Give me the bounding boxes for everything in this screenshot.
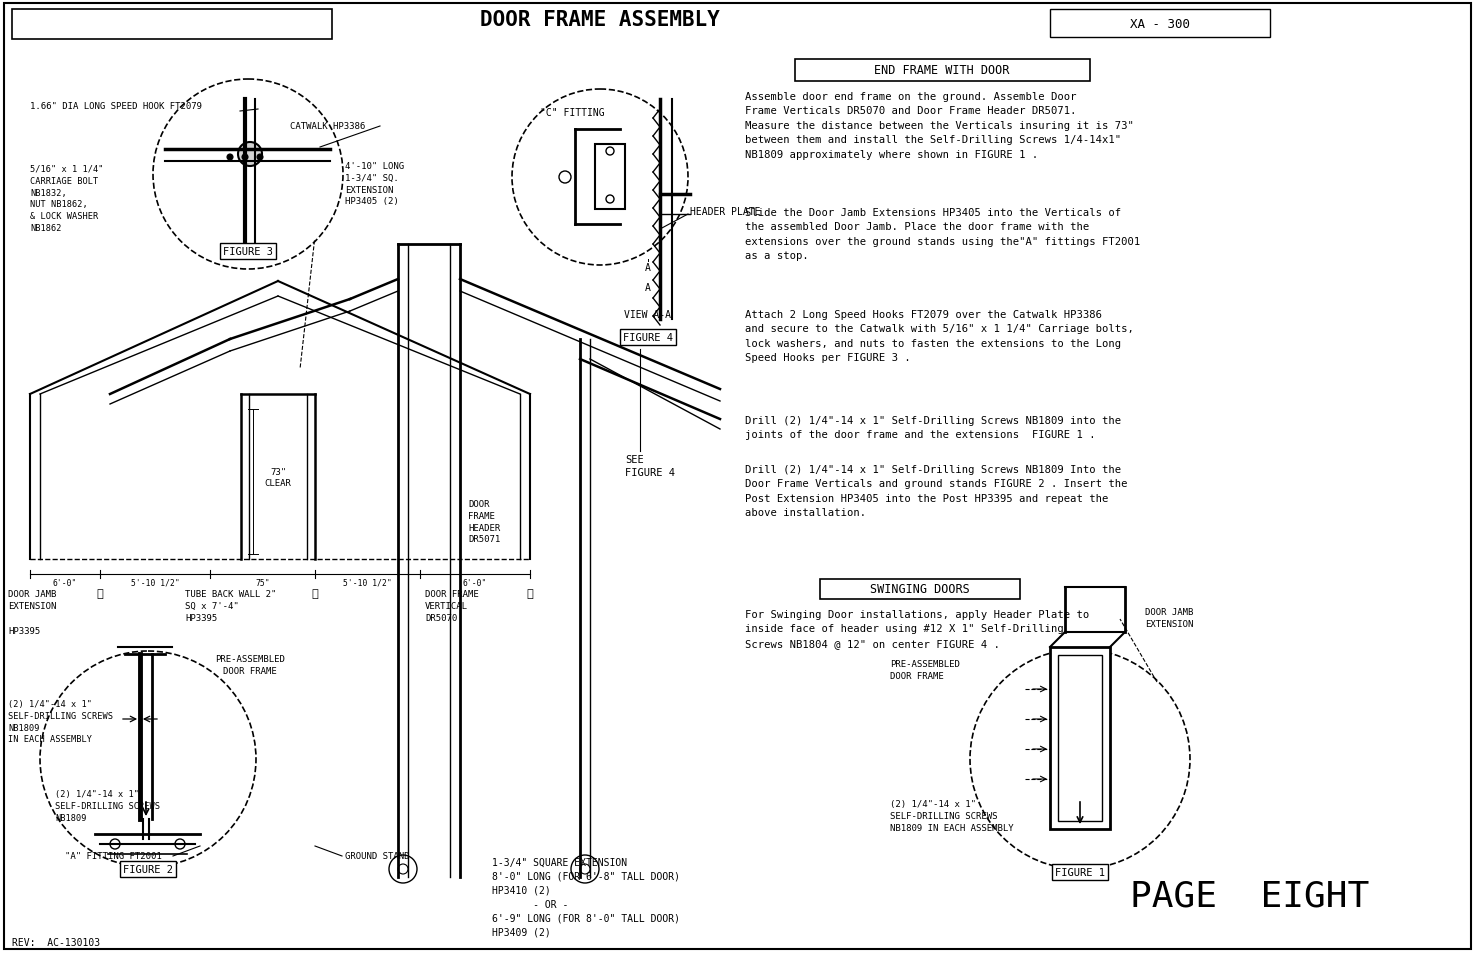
Text: "A" FITTING FT2001: "A" FITTING FT2001	[65, 851, 162, 861]
Text: (2) 1/4"-14 x 1"
SELF-DRILLING SCREWS
NB1809 IN EACH ASSEMBLY: (2) 1/4"-14 x 1" SELF-DRILLING SCREWS NB…	[889, 800, 1013, 832]
Text: Slide the Door Jamb Extensions HP3405 into the Verticals of
the assembled Door J: Slide the Door Jamb Extensions HP3405 in…	[745, 208, 1140, 261]
Text: Drill (2) 1/4"-14 x 1" Self-Drilling Screws NB1809 into the
joints of the door f: Drill (2) 1/4"-14 x 1" Self-Drilling Scr…	[745, 416, 1121, 440]
Text: ℄: ℄	[527, 588, 534, 598]
Text: VIEW A-A: VIEW A-A	[624, 310, 671, 319]
Text: ℄: ℄	[97, 588, 103, 598]
Text: 1-3/4" SQUARE EXTENSION
8'-0" LONG (FOR 6'-8" TALL DOOR)
HP3410 (2)
       - OR : 1-3/4" SQUARE EXTENSION 8'-0" LONG (FOR …	[493, 857, 680, 937]
Circle shape	[237, 143, 263, 167]
Text: XA - 300: XA - 300	[1130, 17, 1190, 30]
Text: Assemble door end frame on the ground. Assemble Door
Frame Verticals DR5070 and : Assemble door end frame on the ground. A…	[745, 91, 1134, 159]
Text: 6'-0": 6'-0"	[463, 578, 487, 587]
Text: FIGURE 3: FIGURE 3	[223, 247, 273, 256]
Text: GROUND STAND: GROUND STAND	[345, 851, 410, 861]
Text: DOOR
FRAME
HEADER
DR5071: DOOR FRAME HEADER DR5071	[468, 499, 500, 544]
Text: For Swinging Door installations, apply Header Plate to
inside face of header usi: For Swinging Door installations, apply H…	[745, 609, 1089, 648]
Bar	[1050, 647, 1111, 829]
Text: PRE-ASSEMBLED
DOOR FRAME: PRE-ASSEMBLED DOOR FRAME	[215, 655, 285, 675]
Circle shape	[571, 855, 599, 883]
Text: DOOR FRAME ASSEMBLY: DOOR FRAME ASSEMBLY	[479, 10, 720, 30]
Text: DOOR JAMB
EXTENSION: DOOR JAMB EXTENSION	[7, 589, 56, 610]
Text: END FRAME WITH DOOR: END FRAME WITH DOOR	[875, 65, 1010, 77]
Bar	[795, 60, 1090, 82]
Text: REV:  AC-130103: REV: AC-130103	[12, 937, 100, 947]
Bar	[1058, 656, 1102, 821]
Text: PAGE  EIGHT: PAGE EIGHT	[1130, 879, 1369, 913]
Text: CATWALK HP3386: CATWALK HP3386	[291, 122, 366, 131]
Circle shape	[257, 154, 263, 161]
Text: 75": 75"	[255, 578, 270, 587]
Text: SWINGING DOORS: SWINGING DOORS	[870, 583, 971, 596]
Circle shape	[398, 864, 409, 874]
Text: A: A	[645, 283, 650, 293]
Text: HEADER PLATE: HEADER PLATE	[690, 207, 761, 216]
Bar	[12, 10, 332, 40]
Circle shape	[242, 154, 248, 161]
Circle shape	[580, 864, 590, 874]
Text: 5/16" x 1 1/4"
CARRIAGE BOLT
NB1832,
NUT NB1862,
& LOCK WASHER
NB1862: 5/16" x 1 1/4" CARRIAGE BOLT NB1832, NUT…	[30, 165, 103, 233]
Bar	[594, 145, 625, 210]
Text: FIGURE 1: FIGURE 1	[1055, 867, 1105, 877]
Text: (2) 1/4"-14 x 1"
SELF-DRILLING SCREWS
NB1809
IN EACH ASSEMBLY: (2) 1/4"-14 x 1" SELF-DRILLING SCREWS NB…	[7, 700, 114, 743]
Text: 5'-10 1/2": 5'-10 1/2"	[344, 578, 392, 587]
Text: A: A	[645, 263, 650, 273]
Text: DOOR JAMB
EXTENSION: DOOR JAMB EXTENSION	[1145, 607, 1193, 628]
Bar	[820, 579, 1021, 599]
Text: HP3395: HP3395	[7, 626, 40, 636]
Bar	[1050, 10, 1270, 38]
Text: 6'-0": 6'-0"	[53, 578, 77, 587]
Text: 5'-10 1/2": 5'-10 1/2"	[131, 578, 180, 587]
Text: Drill (2) 1/4"-14 x 1" Self-Drilling Screws NB1809 Into the
Door Frame Verticals: Drill (2) 1/4"-14 x 1" Self-Drilling Scr…	[745, 464, 1127, 517]
Text: TUBE BACK WALL 2"
SQ x 7'-4"
HP3395: TUBE BACK WALL 2" SQ x 7'-4" HP3395	[184, 589, 276, 622]
Text: (2) 1/4"-14 x 1"
SELF-DRILLING SCREWS
NB1809: (2) 1/4"-14 x 1" SELF-DRILLING SCREWS NB…	[55, 789, 159, 821]
Text: 73"
CLEAR: 73" CLEAR	[264, 467, 292, 488]
Text: FIGURE 2: FIGURE 2	[122, 864, 173, 874]
Text: PRE-ASSEMBLED
DOOR FRAME: PRE-ASSEMBLED DOOR FRAME	[889, 659, 960, 680]
Text: SEE
FIGURE 4: SEE FIGURE 4	[625, 455, 676, 477]
Text: ℄: ℄	[311, 588, 319, 598]
Circle shape	[389, 855, 417, 883]
Text: 1.66" DIA LONG SPEED HOOK FT2079: 1.66" DIA LONG SPEED HOOK FT2079	[30, 102, 202, 111]
Circle shape	[227, 154, 233, 161]
Text: Attach 2 Long Speed Hooks FT2079 over the Catwalk HP3386
and secure to the Catwa: Attach 2 Long Speed Hooks FT2079 over th…	[745, 310, 1134, 363]
Text: FIGURE 4: FIGURE 4	[622, 333, 673, 343]
Text: DOOR FRAME
VERTICAL
DR5070: DOOR FRAME VERTICAL DR5070	[425, 589, 479, 622]
Text: "C" FITTING: "C" FITTING	[540, 108, 605, 118]
Text: 4'-10" LONG
1-3/4" SQ.
EXTENSION
HP3405 (2): 4'-10" LONG 1-3/4" SQ. EXTENSION HP3405 …	[345, 162, 404, 206]
